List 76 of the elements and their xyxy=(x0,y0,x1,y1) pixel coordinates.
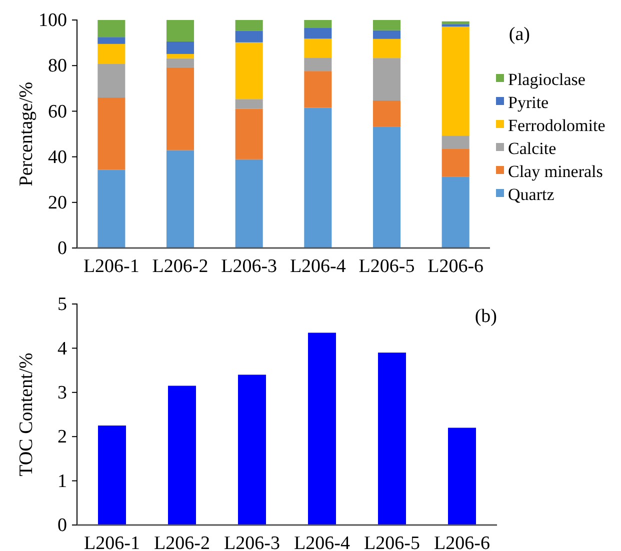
bar xyxy=(442,24,470,27)
bar xyxy=(98,98,126,170)
x-tick-label: L206-2 xyxy=(152,256,208,277)
legend-label: Plagioclase xyxy=(508,70,586,89)
x-tick-label: L206-6 xyxy=(428,256,484,277)
bar xyxy=(98,170,126,248)
bar xyxy=(442,136,470,149)
x-tick-label: L206-4 xyxy=(294,532,350,551)
x-tick-label: L206-5 xyxy=(364,532,420,551)
bar xyxy=(98,20,126,38)
y-tick-label: 5 xyxy=(58,294,67,316)
bar xyxy=(442,176,470,248)
x-tick-label: L206-1 xyxy=(84,532,140,551)
x-tick-label: L206-3 xyxy=(224,532,280,551)
bar xyxy=(304,28,332,39)
bar xyxy=(448,428,476,525)
legend-label: Ferrodolomite xyxy=(508,116,606,135)
bar xyxy=(166,67,194,150)
y-tick-label: 40 xyxy=(48,146,67,168)
bar xyxy=(442,21,470,24)
bar xyxy=(304,58,332,72)
bar xyxy=(304,20,332,28)
bar xyxy=(235,159,263,248)
bar xyxy=(98,37,126,44)
x-tick-label: L206-4 xyxy=(290,256,346,277)
legend-label: Clay minerals xyxy=(508,162,603,181)
bar xyxy=(304,38,332,58)
bar xyxy=(442,26,470,136)
y-tick-label: 80 xyxy=(48,56,67,77)
legend-label: Quartz xyxy=(508,185,555,204)
bar xyxy=(372,30,401,39)
annotation: (b) xyxy=(474,306,497,327)
bar xyxy=(372,38,401,58)
text: (a) xyxy=(508,24,530,45)
bar xyxy=(168,386,196,525)
x-tick-label: L206-5 xyxy=(358,256,415,277)
bar xyxy=(235,99,263,109)
bar xyxy=(98,44,126,64)
bar xyxy=(166,41,194,54)
bar xyxy=(166,58,194,68)
bar xyxy=(372,126,401,248)
y-tick-label: 1 xyxy=(58,470,67,492)
bar xyxy=(372,58,401,100)
x-tick-label: L206-3 xyxy=(221,256,278,277)
bar xyxy=(98,426,126,525)
legend-label: Calcite xyxy=(508,139,556,158)
bar xyxy=(235,30,263,42)
bar xyxy=(235,108,263,160)
x-tick-label: L206-6 xyxy=(434,532,490,551)
y-tick-label: 3 xyxy=(58,382,67,404)
bar xyxy=(166,20,194,42)
bar xyxy=(166,150,194,248)
y-tick-label: 100 xyxy=(38,10,67,32)
y-tick-label: 60 xyxy=(48,101,67,122)
bar xyxy=(372,20,401,30)
bar xyxy=(238,374,266,525)
bar xyxy=(304,71,332,108)
bar xyxy=(235,42,263,100)
y-tick-label: 4 xyxy=(58,338,68,360)
bar xyxy=(308,332,336,525)
bar xyxy=(235,20,263,31)
bar xyxy=(166,54,194,58)
y-tick-label: 20 xyxy=(48,192,67,214)
y-tick-label: 0 xyxy=(58,515,67,536)
y-tick-label: 2 xyxy=(58,426,67,448)
legend-label: Pyrite xyxy=(508,93,549,112)
bar xyxy=(372,100,401,127)
y-tick-label: 0 xyxy=(58,238,67,260)
y-axis-title: TOC Content/% xyxy=(16,352,37,476)
bar xyxy=(442,148,470,177)
x-tick-label: L206-2 xyxy=(154,532,210,551)
bar xyxy=(378,352,406,525)
x-tick-label: L206-1 xyxy=(83,256,140,277)
y-axis-title: Percentage/% xyxy=(16,82,37,186)
bar xyxy=(304,108,332,248)
bar xyxy=(98,64,126,98)
